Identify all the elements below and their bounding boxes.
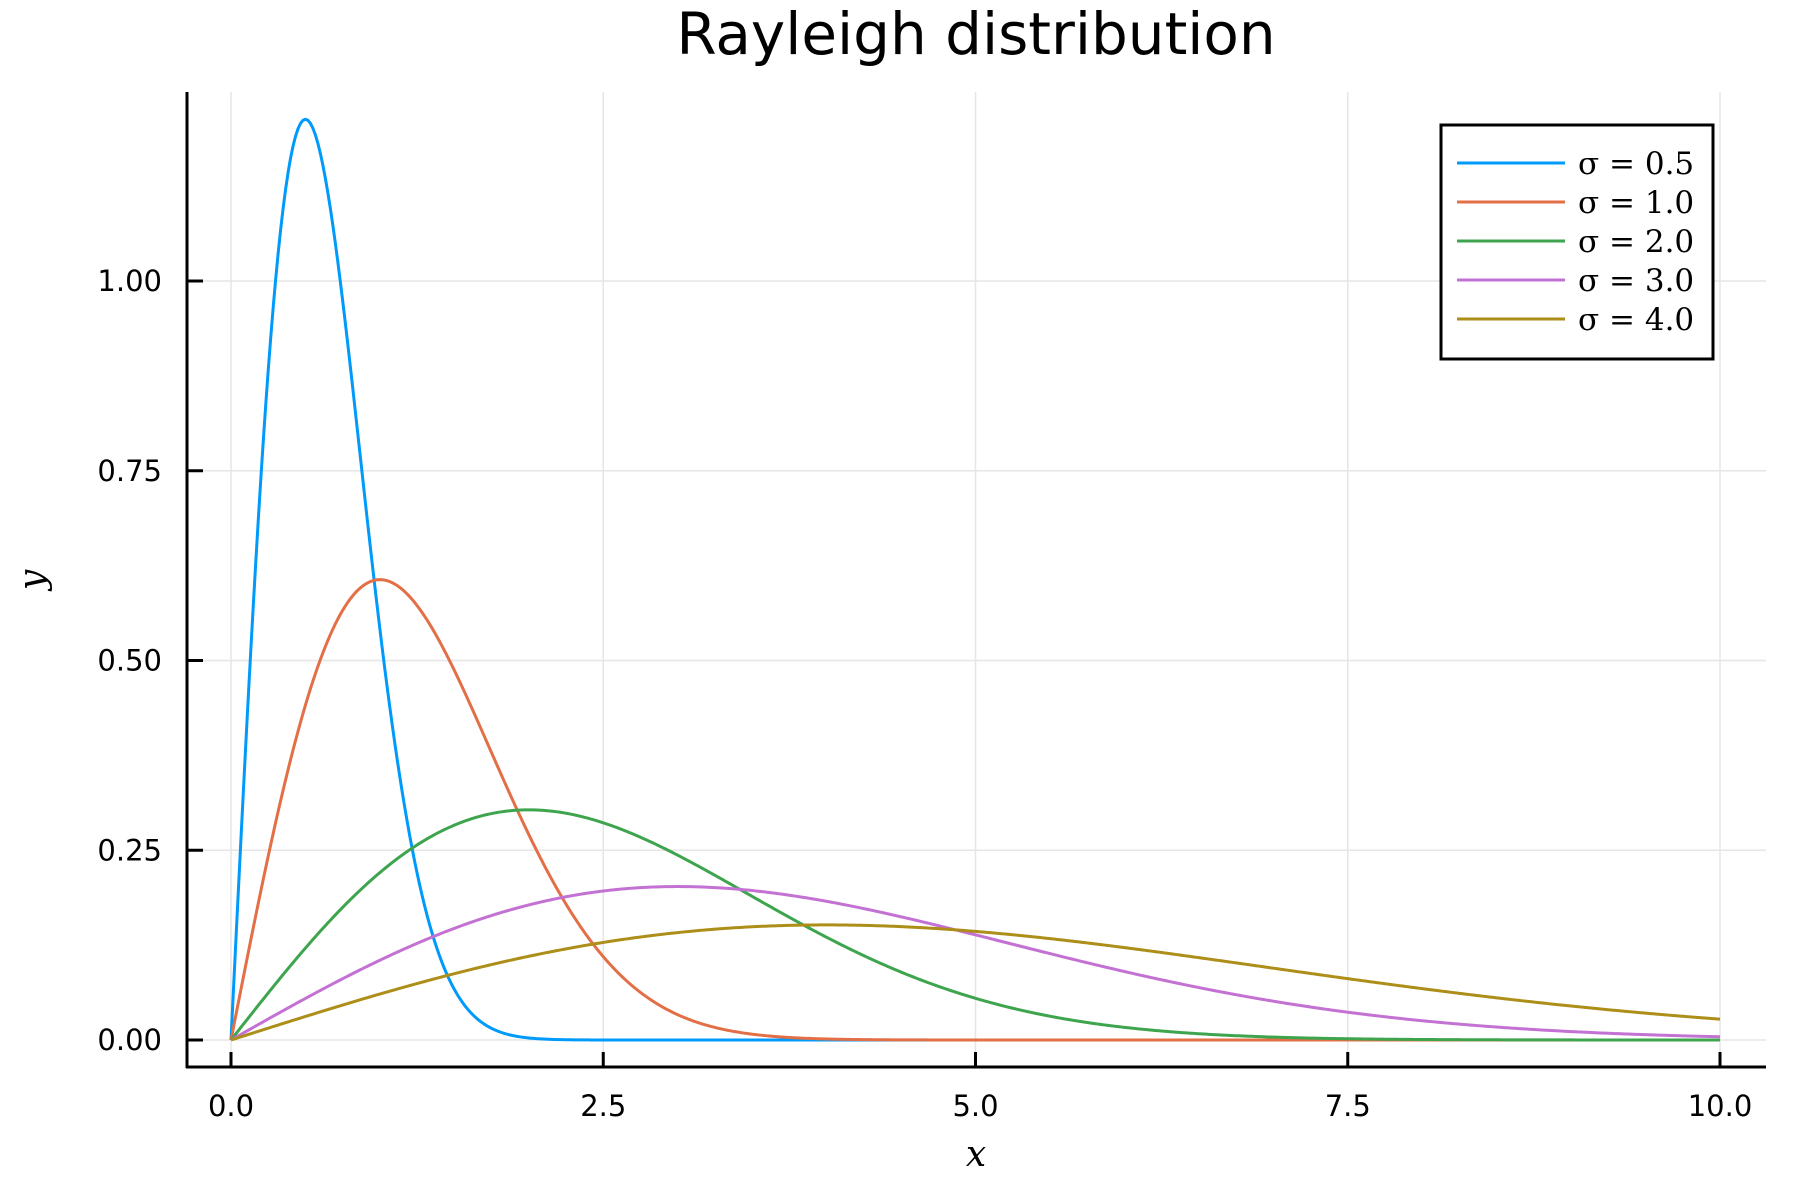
legend-label: σ = 3.0 [1578,263,1694,299]
x-tick-label: 2.5 [580,1089,626,1123]
legend-item: σ = 1.0 [1457,185,1694,221]
y-tick-label: 0.75 [97,454,162,488]
legend-label: σ = 2.0 [1578,224,1694,260]
x-tick-label: 0.0 [208,1089,254,1123]
legend-item: σ = 0.5 [1457,146,1694,182]
legend-label: σ = 4.0 [1578,302,1694,338]
x-ticks: 0.0 2.5 5.0 7.5 10.0 [208,1052,1752,1123]
x-tick-label: 7.5 [1325,1089,1371,1123]
x-tick-label: 10.0 [1688,1089,1753,1123]
y-ticks: 0.00 0.25 0.50 0.75 1.00 [97,264,203,1057]
legend-item: σ = 2.0 [1457,224,1694,260]
curves [229,117,1721,1042]
legend-item: σ = 3.0 [1457,263,1694,299]
curve-sigma-4 [230,923,1721,1042]
y-tick-label: 0.25 [97,833,162,867]
y-axis-label: y [12,569,53,592]
y-tick-label: 0.00 [97,1023,162,1057]
y-tick-label: 1.00 [97,264,162,298]
x-axis-label: x [966,1134,986,1175]
legend-label: σ = 1.0 [1578,185,1694,221]
curve-sigma-2 [229,808,1720,1042]
legend: σ = 0.5σ = 1.0σ = 2.0σ = 3.0σ = 4.0 [1439,123,1715,361]
y-tick-label: 0.50 [97,644,162,678]
legend-label: σ = 0.5 [1578,146,1694,182]
curve-sigma-3 [230,885,1721,1042]
chart-title: Rayleigh distribution [676,0,1275,68]
legend-item: σ = 4.0 [1457,302,1694,338]
x-tick-label: 5.0 [952,1089,998,1123]
